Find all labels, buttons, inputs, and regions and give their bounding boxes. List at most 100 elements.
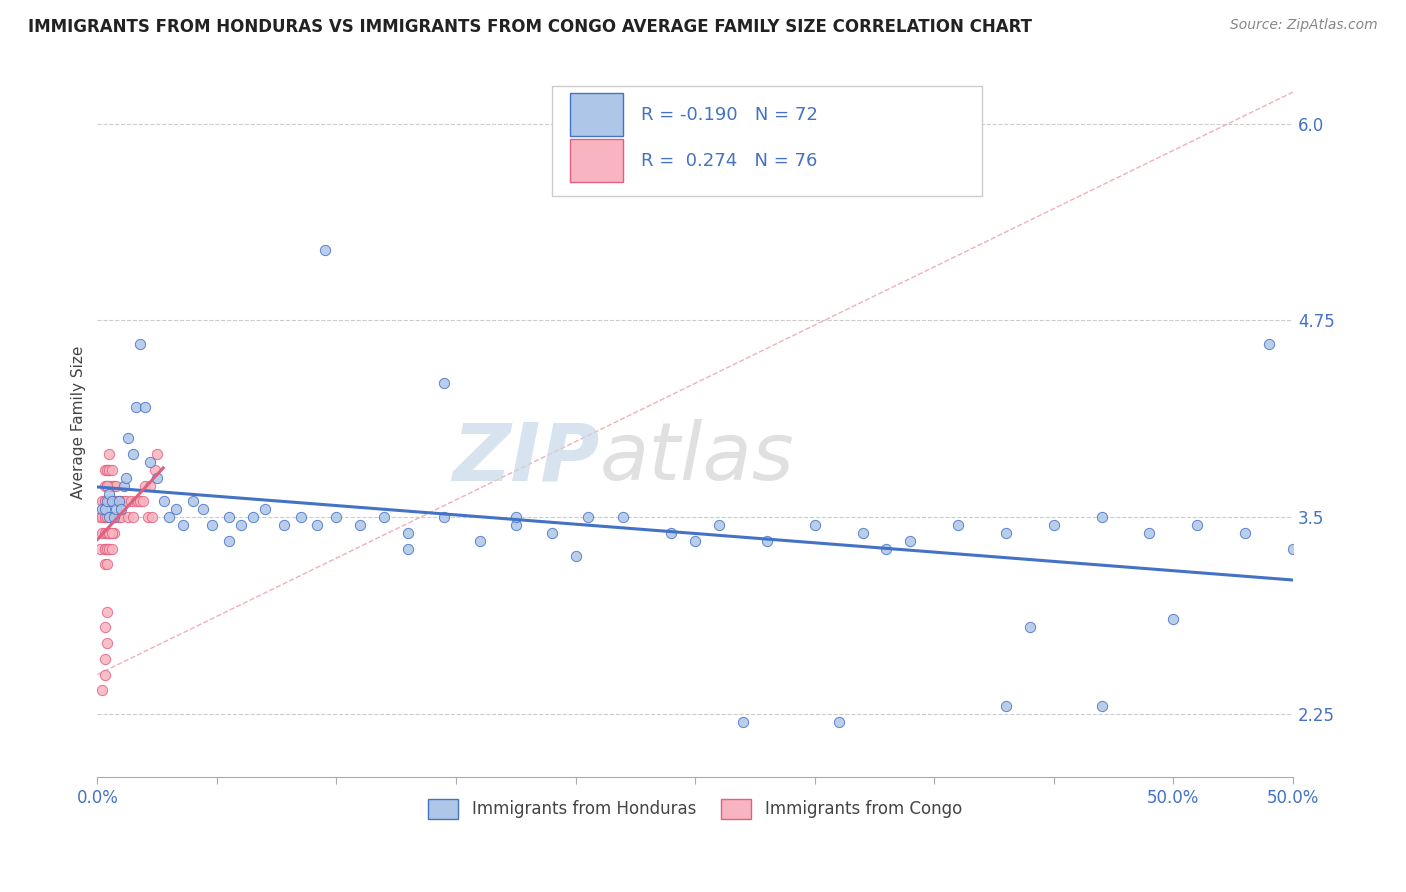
Text: R = -0.190   N = 72: R = -0.190 N = 72 — [641, 105, 818, 124]
Text: R =  0.274   N = 76: R = 0.274 N = 76 — [641, 152, 818, 169]
Point — [290, 510, 312, 524]
Point — [124, 494, 146, 508]
Point — [1234, 525, 1257, 540]
Point — [93, 558, 115, 572]
Point — [100, 525, 122, 540]
Point — [612, 510, 634, 524]
Point — [157, 510, 180, 524]
Point — [100, 463, 122, 477]
Point — [93, 494, 115, 508]
Point — [731, 714, 754, 729]
Point — [96, 478, 118, 492]
Point — [96, 510, 118, 524]
Point — [827, 714, 849, 729]
Point — [103, 510, 125, 524]
Point — [98, 525, 121, 540]
Point — [100, 494, 122, 508]
Point — [98, 486, 121, 500]
Point — [349, 518, 371, 533]
Point — [96, 478, 118, 492]
Point — [683, 533, 706, 548]
Point — [112, 478, 135, 492]
Point — [134, 400, 156, 414]
Point — [93, 478, 115, 492]
Point — [1163, 612, 1185, 626]
Point — [100, 541, 122, 556]
Point — [91, 502, 114, 516]
Point — [108, 510, 131, 524]
Point — [946, 518, 969, 533]
Point — [132, 494, 155, 508]
Point — [851, 525, 873, 540]
Point — [96, 636, 118, 650]
Point — [91, 525, 114, 540]
Point — [93, 463, 115, 477]
Point — [115, 471, 138, 485]
Point — [89, 541, 111, 556]
Point — [96, 510, 118, 524]
Legend: Immigrants from Honduras, Immigrants from Congo: Immigrants from Honduras, Immigrants fro… — [422, 793, 969, 825]
Point — [218, 533, 240, 548]
Point — [98, 510, 121, 524]
Point — [576, 510, 599, 524]
Point — [139, 478, 162, 492]
Point — [96, 494, 118, 508]
Point — [98, 525, 121, 540]
Point — [91, 494, 114, 508]
Point — [1091, 699, 1114, 714]
Point — [191, 502, 214, 516]
Point — [307, 518, 329, 533]
Point — [129, 337, 152, 351]
Point — [120, 494, 142, 508]
Point — [96, 463, 118, 477]
Point — [103, 478, 125, 492]
Point — [153, 494, 176, 508]
Point — [755, 533, 778, 548]
Point — [96, 605, 118, 619]
Point — [93, 652, 115, 666]
Point — [433, 376, 456, 391]
Point — [93, 541, 115, 556]
Point — [98, 541, 121, 556]
Point — [108, 494, 131, 508]
Point — [314, 243, 336, 257]
Y-axis label: Average Family Size: Average Family Size — [72, 346, 86, 500]
Point — [98, 494, 121, 508]
Point — [100, 494, 122, 508]
Point — [100, 525, 122, 540]
Point — [96, 558, 118, 572]
Point — [108, 494, 131, 508]
Point — [505, 518, 527, 533]
Point — [122, 510, 145, 524]
Point — [96, 463, 118, 477]
FancyBboxPatch shape — [569, 94, 623, 136]
Point — [98, 478, 121, 492]
Point — [1187, 518, 1209, 533]
Point — [218, 510, 240, 524]
Point — [124, 400, 146, 414]
Point — [505, 510, 527, 524]
Point — [325, 510, 347, 524]
Point — [122, 447, 145, 461]
Point — [994, 525, 1017, 540]
Point — [564, 549, 586, 564]
Point — [117, 510, 139, 524]
Point — [98, 463, 121, 477]
Point — [373, 510, 395, 524]
Point — [93, 667, 115, 681]
Point — [875, 541, 897, 556]
Point — [201, 518, 224, 533]
Point — [93, 620, 115, 634]
Point — [105, 510, 128, 524]
Point — [136, 510, 159, 524]
Text: Source: ZipAtlas.com: Source: ZipAtlas.com — [1230, 18, 1378, 32]
Point — [273, 518, 295, 533]
Point — [93, 510, 115, 524]
Point — [165, 502, 187, 516]
Point — [105, 478, 128, 492]
Point — [707, 518, 730, 533]
Point — [994, 699, 1017, 714]
Point — [93, 525, 115, 540]
Point — [100, 510, 122, 524]
Point — [93, 541, 115, 556]
